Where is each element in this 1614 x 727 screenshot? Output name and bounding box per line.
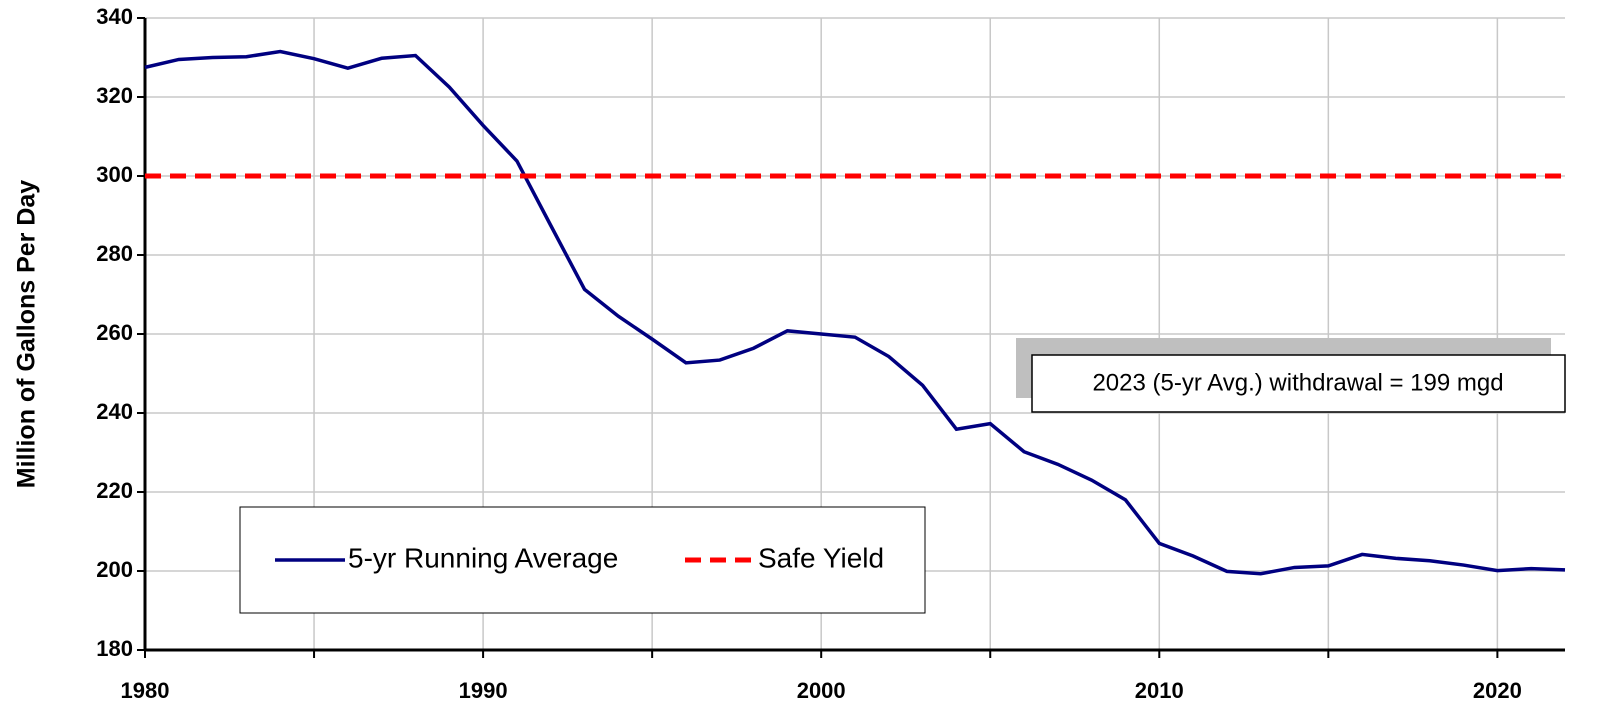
y-tick-label: 240	[96, 399, 133, 424]
legend-label: 5-yr Running Average	[348, 542, 618, 573]
y-axis-label: Million of Gallons Per Day	[13, 180, 41, 488]
x-tick-label: 2000	[797, 678, 846, 703]
y-tick-label: 340	[96, 4, 133, 29]
y-tick-label: 320	[96, 83, 133, 108]
annotation-box	[1031, 354, 1566, 413]
x-tick-label: 2010	[1135, 678, 1184, 703]
y-tick-label: 220	[96, 478, 133, 503]
x-tick-label: 1990	[459, 678, 508, 703]
annotation: 2023 (5-yr Avg.) withdrawal = 199 mgd	[1092, 369, 1503, 396]
y-tick-label: 260	[96, 320, 133, 345]
y-tick-label: 180	[96, 636, 133, 661]
y-tick-label: 200	[96, 557, 133, 582]
line	[144, 49, 1566, 576]
legend-label: Safe Yield	[758, 542, 884, 573]
x-tick-label: 2020	[1473, 678, 1522, 703]
y-tick-label: 300	[96, 162, 133, 187]
x-tick-label: 1980	[121, 678, 170, 703]
legend	[239, 506, 926, 614]
y-tick-label: 280	[96, 241, 133, 266]
